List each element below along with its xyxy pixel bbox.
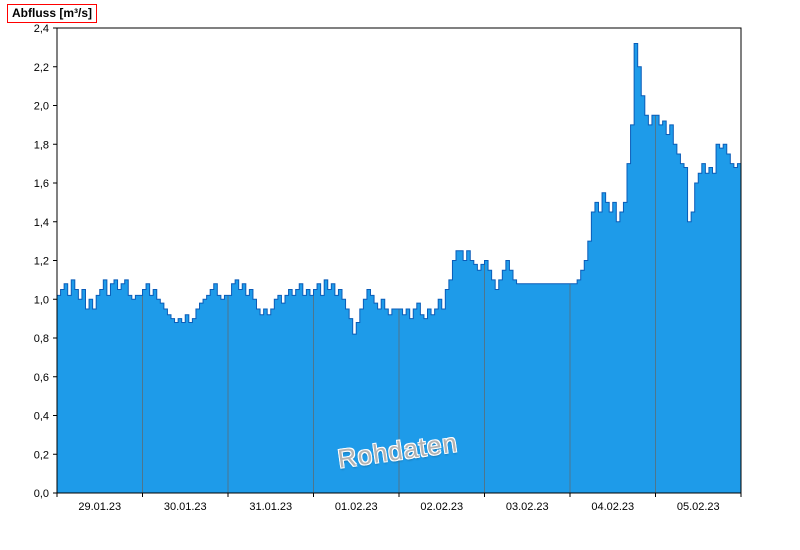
y-tick-label: 2,4 <box>34 23 49 35</box>
y-tick-label: 1,0 <box>34 294 49 306</box>
x-tick-label: 31.01.23 <box>249 501 292 513</box>
y-tick-label: 0,2 <box>34 449 49 461</box>
chart-title: Abfluss [m³/s] <box>7 4 98 23</box>
y-tick-label: 1,8 <box>34 139 49 151</box>
x-tick-label: 03.02.23 <box>506 501 549 513</box>
y-tick-label: 0,0 <box>34 488 49 500</box>
y-tick-label: 2,0 <box>34 101 49 113</box>
y-tick-label: 0,8 <box>34 333 49 345</box>
x-tick-label: 29.01.23 <box>78 501 121 513</box>
y-tick-label: 1,6 <box>34 178 49 190</box>
x-tick-label: 05.02.23 <box>677 501 720 513</box>
discharge-line <box>57 43 741 335</box>
y-tick-label: 2,2 <box>34 62 49 74</box>
y-tick-label: 0,6 <box>34 372 49 384</box>
x-tick-label: 02.02.23 <box>420 501 463 513</box>
x-tick-label: 04.02.23 <box>591 501 634 513</box>
y-tick-label: 0,4 <box>34 411 49 423</box>
x-tick-label: 01.02.23 <box>335 501 378 513</box>
x-tick-label: 30.01.23 <box>164 501 207 513</box>
y-tick-label: 1,2 <box>34 256 49 268</box>
y-tick-label: 1,4 <box>34 217 49 229</box>
